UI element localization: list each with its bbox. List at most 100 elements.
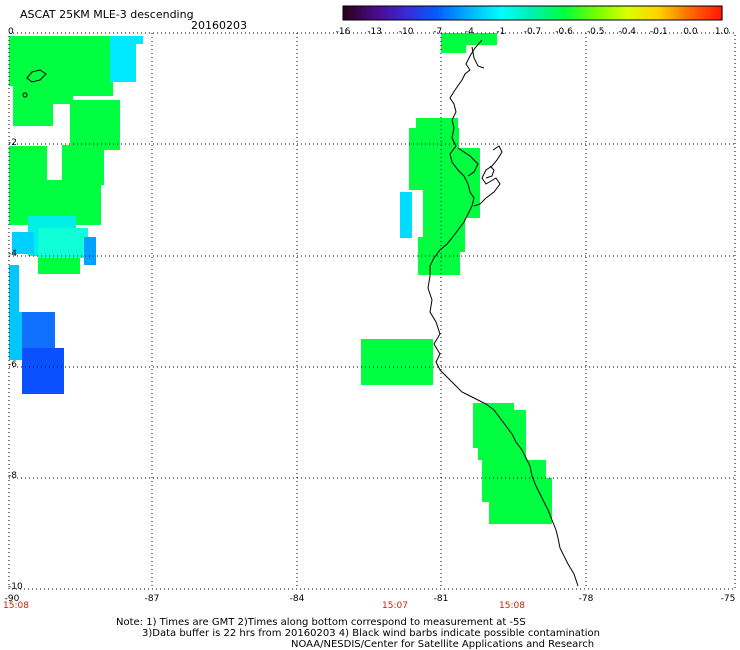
colorbar-segment bbox=[437, 6, 440, 20]
colorbar-label: -0.4 bbox=[618, 27, 637, 37]
colorbar-segment bbox=[695, 6, 698, 20]
colorbar-segment bbox=[347, 6, 350, 20]
colorbar-segment bbox=[698, 6, 701, 20]
colorbar-segment bbox=[616, 6, 619, 20]
colorbar-segment bbox=[679, 6, 682, 20]
colorbar-segment bbox=[448, 6, 451, 20]
colorbar-segment bbox=[399, 6, 403, 20]
colorbar-segment bbox=[608, 6, 611, 20]
colorbar-segment bbox=[496, 6, 499, 20]
colorbar-segment bbox=[467, 6, 470, 20]
colorbar-segment bbox=[704, 6, 707, 20]
colorbar-segment bbox=[532, 6, 535, 20]
colorbar-segment bbox=[396, 6, 399, 20]
colorbar-segment bbox=[718, 6, 722, 20]
colorbar-label: -0.6 bbox=[555, 27, 573, 37]
colorbar-segment bbox=[387, 6, 390, 20]
colorbar-segment bbox=[429, 6, 433, 20]
lon-label: -87 bbox=[144, 594, 160, 604]
colorbar-segment bbox=[627, 6, 630, 20]
colorbar-segment bbox=[589, 6, 592, 20]
colorbar-segment bbox=[354, 6, 357, 20]
colorbar-segment bbox=[523, 6, 526, 20]
colorbar-segment bbox=[630, 6, 633, 20]
colorbar-segment bbox=[444, 6, 447, 20]
lon-label: -81 bbox=[433, 594, 449, 604]
colorbar-segment bbox=[631, 6, 635, 20]
colorbar-segment bbox=[660, 6, 663, 20]
wind-swath-green bbox=[9, 33, 552, 524]
colorbar-segment bbox=[412, 6, 415, 20]
colorbar-segment bbox=[463, 6, 466, 20]
colorbar-segment bbox=[355, 6, 358, 20]
colorbar-segment bbox=[434, 6, 437, 20]
colorbar-segment bbox=[693, 6, 696, 20]
colorbar-segment bbox=[420, 6, 423, 20]
colorbar-segment bbox=[570, 6, 573, 20]
colorbar-segment bbox=[507, 6, 510, 20]
colorbar-segment bbox=[657, 6, 660, 20]
colorbar-segment bbox=[418, 6, 421, 20]
colorbar-segment bbox=[459, 6, 463, 20]
colorbar-segment bbox=[521, 6, 524, 20]
colorbar-segment bbox=[393, 6, 396, 20]
colorbar-segment bbox=[478, 6, 481, 20]
colorbar-segment bbox=[485, 6, 488, 20]
colorbar-label: 0.0 bbox=[683, 27, 698, 37]
colorbar-segment bbox=[699, 6, 703, 20]
colorbar-segment bbox=[529, 6, 532, 20]
colorbar-segment bbox=[358, 6, 361, 20]
colorbar-label: -13 bbox=[367, 27, 382, 37]
colorbar-segment bbox=[537, 6, 540, 20]
colorbar-segment bbox=[633, 6, 636, 20]
colorbar-segment bbox=[442, 6, 445, 20]
colorbar-segment bbox=[710, 6, 714, 20]
colorbar-segment bbox=[658, 6, 662, 20]
colorbar-segment bbox=[510, 6, 513, 20]
colorbar-segment bbox=[447, 6, 450, 20]
colorbar-segment bbox=[530, 6, 534, 20]
lat-label: -6 bbox=[8, 360, 17, 370]
colorbar-segment bbox=[404, 6, 407, 20]
colorbar-segment bbox=[475, 6, 478, 20]
map-date: 20160203 bbox=[191, 19, 247, 32]
colorbar-segment bbox=[415, 6, 418, 20]
colorbar-segment bbox=[622, 6, 625, 20]
colorbar-segment bbox=[696, 6, 699, 20]
colorbar-segment bbox=[540, 6, 543, 20]
colorbar-segment bbox=[410, 6, 414, 20]
colorbar-segment bbox=[504, 6, 507, 20]
colorbar-segment bbox=[489, 6, 493, 20]
colorbar-segment bbox=[352, 6, 355, 20]
colorbar-segment bbox=[453, 6, 456, 20]
colorbar-segment bbox=[586, 6, 589, 20]
colorbar-segment bbox=[436, 6, 439, 20]
colorbar-segment bbox=[461, 6, 464, 20]
colorbar-segment bbox=[575, 6, 578, 20]
colorbar-label: -10 bbox=[398, 27, 414, 37]
colorbar-segment bbox=[628, 6, 632, 20]
wind-swath-cyan bbox=[9, 36, 412, 360]
colorbar-segment bbox=[551, 6, 554, 20]
lat-label: -10 bbox=[8, 582, 23, 592]
colorbar-segment bbox=[456, 6, 459, 20]
colorbar-segment bbox=[597, 6, 600, 20]
data-gaps bbox=[9, 86, 70, 142]
time-label: 15:08 bbox=[499, 601, 525, 611]
colorbar-segment bbox=[684, 6, 687, 20]
colorbar-segment bbox=[360, 6, 363, 20]
colorbar-segment bbox=[549, 6, 553, 20]
wind-swath-blue bbox=[22, 312, 64, 394]
colorbar-segment bbox=[343, 6, 346, 20]
colorbar-segment bbox=[638, 6, 641, 20]
colorbar-segment bbox=[617, 6, 620, 20]
colorbar-segment bbox=[421, 6, 425, 20]
colorbar-frame bbox=[342, 5, 723, 21]
colorbar-segment bbox=[594, 6, 597, 20]
colorbar-segment bbox=[715, 6, 718, 20]
colorbar-segment bbox=[401, 6, 404, 20]
colorbar-segment bbox=[565, 6, 568, 20]
lon-label: -78 bbox=[578, 594, 594, 604]
colorbar-segment bbox=[417, 6, 420, 20]
colorbar-segment bbox=[609, 6, 613, 20]
